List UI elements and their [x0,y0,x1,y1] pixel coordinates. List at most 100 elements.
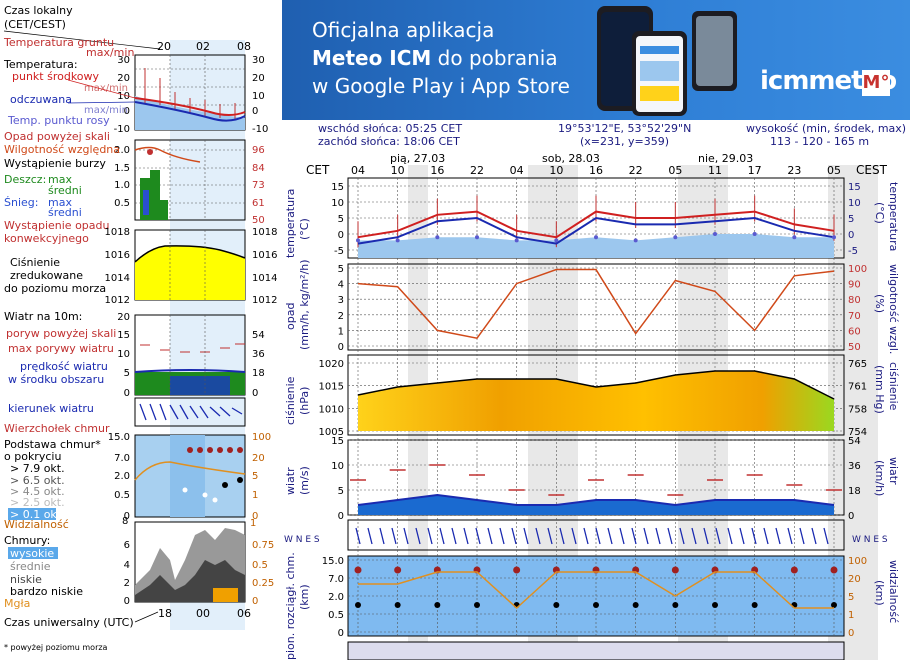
legend-pressure-panel: 1018 1016 1014 1012 1018 1016 1014 1012 [105,227,278,306]
wind-dir-arrow [643,527,649,545]
hour-tick-label: 16 [430,164,444,177]
legend-ground-temp: Temperatura gruntu [3,36,114,49]
svg-text:6: 6 [124,540,130,551]
temp-axis-title: temperatura [284,189,297,258]
svg-text:max: max [48,173,72,186]
svg-text:96: 96 [252,145,265,156]
svg-text:5: 5 [252,471,258,482]
svg-text:30: 30 [117,55,130,66]
wind-speed-line [357,493,835,507]
app-banner[interactable]: Oficjalna aplikacja Meteo ICM do pobrani… [282,0,910,120]
cloud-base-dot [553,602,560,608]
y-tick-label: 2 [338,311,344,322]
svg-text:7.0: 7.0 [114,453,130,464]
svg-text:18: 18 [252,368,265,379]
svg-text:10: 10 [252,91,265,102]
grid-text: (x=231, y=359) [580,135,670,148]
svg-text:73: 73 [252,180,265,191]
y-tick-label: 1005 [319,427,344,438]
svg-text:do poziomu morza: do poziomu morza [4,282,106,295]
y-tick-label-right: 1 [848,610,854,621]
svg-text:zredukowane: zredukowane [10,269,83,282]
y-tick-label-right: 36 [848,461,861,472]
wind-dir-arrow [451,527,457,545]
y-tick-label-right: 60 [848,326,861,337]
y-tick-label: 0 [338,511,344,522]
wind-dir-arrow [415,527,421,545]
svg-text:W N E S: W N E S [852,535,888,545]
svg-text:0.75: 0.75 [252,540,274,551]
svg-text:1: 1 [252,490,258,501]
svg-text:0.5: 0.5 [252,560,268,571]
svg-text:punkt środkowy: punkt środkowy [12,70,100,83]
svg-text:> 4.5 okt.: > 4.5 okt. [10,485,65,498]
y-tick-label: 10 [331,198,344,209]
wind-dir-arrow [727,527,733,545]
svg-text:Wystąpienie opadu: Wystąpienie opadu [4,219,109,232]
svg-text:pion. rozciągł. chm.: pion. rozciągł. chm. [284,552,297,660]
legend-top-tick: 08 [237,40,251,53]
wind-dir-arrow [475,527,481,545]
svg-text:(mm/h, kg/m²/h): (mm/h, kg/m²/h) [298,259,311,350]
svg-text:ciśnienie: ciśnienie [887,362,900,411]
svg-text:1018: 1018 [252,227,277,238]
y-tick-label: 0 [338,628,344,639]
height-label: wysokość (min, środek, max) [746,122,907,135]
y-tick-label-right: 761 [848,382,867,393]
banner-line-1: Oficjalna aplikacja [312,18,495,42]
hour-tick-label: 22 [470,164,484,177]
svg-text:Widzialność: Widzialność [4,518,69,531]
hour-tick-label: 04 [351,164,365,177]
wind-dir-arrow [559,527,565,545]
y-tick-label-right: 50 [848,342,861,353]
cloud-top-dot [354,566,362,574]
wind-dir-arrow [403,527,409,545]
legend-local-time-2: (CET/CEST) [4,18,66,31]
svg-text:(%): (%) [873,294,886,313]
dew-point [713,232,717,236]
svg-text:1012: 1012 [252,295,277,306]
dew-point [435,235,440,240]
wind-dir-arrow [535,527,541,545]
svg-text:* powyżej poziomu morza: * powyżej poziomu morza [4,643,108,652]
sunset-text: zachód słońca: 18:06 CET [318,135,460,148]
svg-text:0.5: 0.5 [114,198,130,209]
svg-text:> 7.9 okt.: > 7.9 okt. [10,462,65,475]
svg-text:max/min: max/min [84,105,128,116]
hour-tick-label: 17 [748,164,762,177]
svg-text:prędkość wiatru: prędkość wiatru [20,360,108,373]
legend-clouds-panel: 6 4 2 0 0.75 0.5 0.25 0 [124,521,274,607]
y-tick-label: -5 [334,246,344,257]
svg-text:1018: 1018 [105,227,130,238]
svg-text:0: 0 [252,106,258,117]
svg-text:konwekcyjnego: konwekcyjnego [4,232,89,245]
wind-dir-arrow [715,527,721,545]
svg-text:0.25: 0.25 [252,578,274,589]
svg-text:06: 06 [237,607,251,620]
svg-text:-10: -10 [114,124,130,135]
legend-humidity-panel: 2.0 1.5 1.0 0.5 96 84 73 61 50 [114,139,265,226]
svg-text:(hPa): (hPa) [298,387,311,415]
svg-text:wilgotność wzgl.: wilgotność wzgl. [887,264,900,354]
banner-line-2: Meteo ICM do pobrania [312,46,558,70]
svg-text:0: 0 [252,511,258,522]
svg-text:0: 0 [124,106,130,117]
cloud-top-dot [830,566,838,574]
cloud-base-dot [672,602,679,608]
cloud-base-dot [712,602,718,608]
meteogram-chart: CET CEST pią, 27.03 sob, 28.03 nie, 29.0… [284,152,900,660]
wind-dir-arrow [367,527,373,545]
y-tick-label-right: 0 [848,230,854,241]
svg-text:10: 10 [117,91,130,102]
cloud-base-dot [632,602,639,608]
svg-text:w środku obszaru: w środku obszaru [8,373,104,386]
y-tick-label: 2.0 [328,592,344,603]
svg-text:100: 100 [252,432,271,443]
y-tick-label-right: 0 [848,511,854,522]
coords-text: 19°53'12"E, 53°52'29"N [558,122,692,135]
pressure-area [358,371,834,431]
y-tick-label: 0.5 [328,610,344,621]
svg-text:1014: 1014 [252,273,277,284]
cet-label: CET [306,163,330,177]
y-tick-label-right: 20 [848,574,861,585]
